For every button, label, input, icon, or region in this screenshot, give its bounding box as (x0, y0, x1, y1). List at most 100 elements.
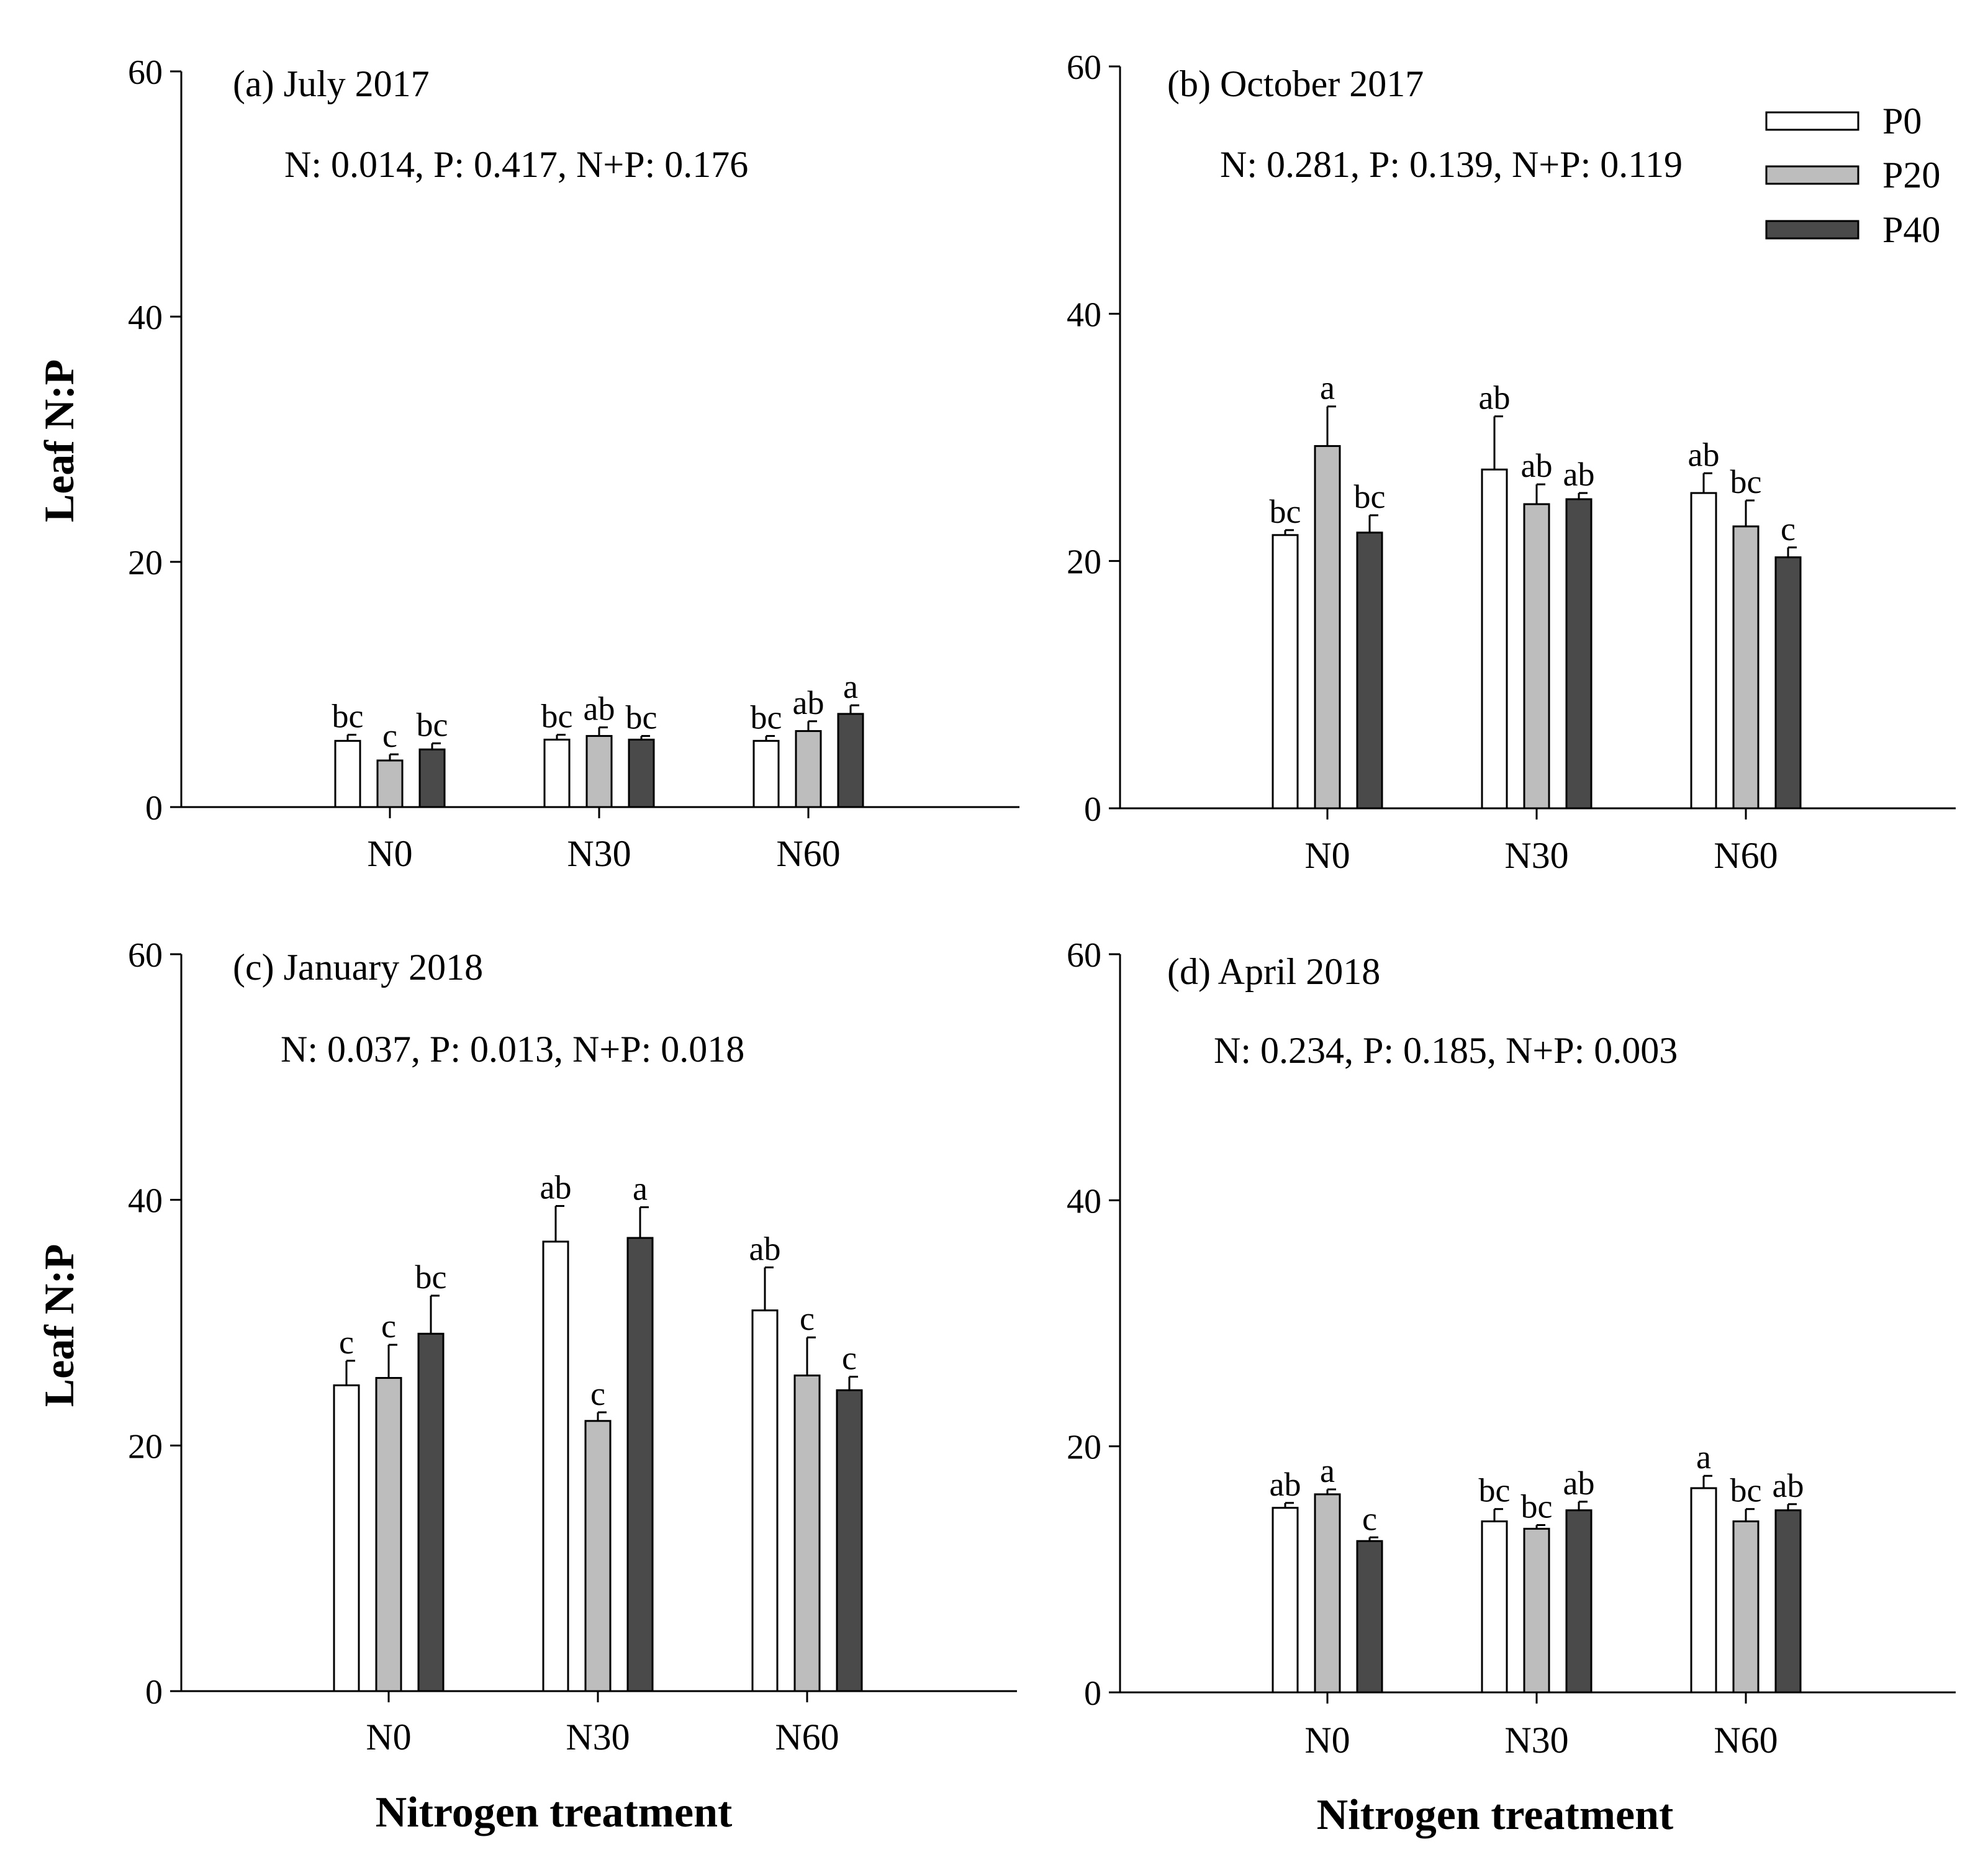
legend-swatch-p20 (1765, 165, 1859, 185)
anova-stats: N: 0.281, P: 0.139, N+P: 0.119 (1220, 144, 1683, 185)
bar-p0-n30 (543, 738, 571, 808)
bar-p20-n30 (1523, 1527, 1550, 1694)
bar-p40-n60 (836, 1389, 863, 1692)
bar-p0-n30 (1481, 468, 1508, 810)
x-axis-label-right: Nitrogen treatment (1317, 1791, 1674, 1839)
bar-p40-n30 (1565, 498, 1593, 810)
y-tick-label: 40 (128, 1182, 163, 1221)
bar-p20-n60 (1732, 1520, 1760, 1694)
bar-p0-n30 (542, 1240, 569, 1692)
significance-letter: bc (751, 698, 782, 736)
significance-letter: ab (749, 1230, 781, 1267)
anova-stats: N: 0.037, P: 0.013, N+P: 0.018 (281, 1029, 744, 1070)
significance-letter: bc (1354, 478, 1386, 515)
y-tick-label: 0 (1084, 1674, 1101, 1713)
y-tick-label: 20 (1067, 543, 1101, 582)
significance-letter: bc (541, 697, 573, 734)
significance-letter: a (843, 668, 858, 705)
x-axis-label-left: Nitrogen treatment (376, 1789, 733, 1836)
significance-letter: ab (584, 690, 615, 728)
panel-a: 0 20 40 60 N0 N30 N60 (a) July 2017 N: 0.014, P:… (128, 53, 1019, 874)
significance-letter: ab (1563, 1465, 1595, 1502)
bar-p20-n60 (793, 1375, 821, 1692)
bar-p20-n60 (1732, 525, 1760, 810)
panel-d: 0 20 40 60 N0 N30 N60 (d) April 2018 N: 0.234, P… (1067, 936, 1956, 1761)
bar-p40-n60 (1774, 556, 1802, 810)
significance-letter: bc (1270, 493, 1301, 530)
bar-p20-n30 (584, 1420, 612, 1692)
bar-p20-n0 (375, 1377, 402, 1692)
bar-p40-n30 (626, 1237, 654, 1692)
x-tick-label: N0 (1304, 1720, 1350, 1761)
y-tick-label: 0 (145, 1673, 163, 1712)
panel-b: 0 20 40 60 N0 N30 N60 (b) October 2017 N: 0.281,… (1067, 48, 1956, 876)
panel-c: 0 20 40 60 N0 N30 N60 (c) January 2018 N: 0.037,… (128, 936, 1017, 1758)
y-tick-label: 60 (1067, 936, 1101, 975)
panel-title: (b) October 2017 (1167, 63, 1424, 104)
y-tick-label: 60 (128, 53, 163, 92)
significance-letter: bc (626, 698, 657, 736)
bar-p0-n60 (751, 1309, 779, 1692)
y-tick-label: 20 (128, 544, 163, 582)
significance-letter: bc (1479, 1472, 1511, 1509)
x-tick-label: N30 (566, 1717, 630, 1758)
y-tick-label: 60 (1067, 48, 1101, 87)
panel-title: (a) July 2017 (233, 63, 430, 104)
significance-letter: a (633, 1170, 648, 1208)
significance-letter: bc (415, 1258, 447, 1296)
significance-letter: a (1320, 1452, 1335, 1489)
y-tick-label: 40 (128, 299, 163, 337)
bar-p40-n60 (1774, 1509, 1802, 1694)
bar-p0-n60 (1690, 492, 1717, 810)
y-tick-label: 20 (1067, 1429, 1101, 1467)
significance-letter: a (1320, 369, 1335, 407)
significance-letter: c (1362, 1500, 1377, 1537)
bar-p20-n30 (585, 734, 613, 808)
bar-p40-n0 (417, 1332, 445, 1692)
anova-stats: N: 0.014, P: 0.417, N+P: 0.176 (284, 144, 748, 185)
significance-letter: bc (332, 697, 364, 734)
bar-p0-n30 (1481, 1520, 1508, 1694)
significance-letter: c (842, 1340, 857, 1377)
significance-letter: ab (1688, 436, 1720, 473)
significance-letter: ab (793, 684, 825, 721)
bar-p40-n0 (418, 748, 446, 808)
bar-p0-n0 (334, 739, 361, 808)
bar-p0-n60 (1690, 1487, 1717, 1694)
legend: P0 P20 P40 (1765, 101, 1940, 250)
legend-label-p0: P0 (1882, 101, 1922, 142)
legend-swatch-p40 (1765, 220, 1859, 240)
panel-title: (d) April 2018 (1167, 951, 1380, 992)
bar-p20-n60 (795, 730, 822, 808)
significance-letter: ab (1563, 456, 1595, 493)
x-tick-label: N0 (366, 1717, 411, 1758)
x-tick-label: N60 (776, 833, 840, 874)
y-tick-label: 20 (128, 1427, 163, 1466)
significance-letter: bc (1730, 463, 1762, 500)
x-tick-label: N60 (1714, 1720, 1778, 1761)
significance-letter: c (1781, 510, 1796, 548)
x-tick-label: N0 (1304, 835, 1350, 876)
bar-p20-n0 (376, 759, 404, 808)
significance-letter: ab (1270, 1466, 1301, 1503)
y-axis-label-top: Leaf N:P (35, 359, 83, 522)
y-tick-label: 40 (1067, 296, 1101, 334)
significance-letter: c (590, 1375, 605, 1412)
panel-title: (c) January 2018 (233, 947, 483, 988)
x-tick-label: N30 (1504, 1720, 1568, 1761)
significance-letter: c (382, 717, 397, 754)
significance-letter: bc (1730, 1472, 1762, 1509)
significance-letter: c (339, 1324, 354, 1361)
bar-p40-n30 (628, 738, 655, 808)
x-tick-label: N30 (567, 833, 631, 874)
bar-p40-n60 (837, 713, 864, 808)
y-tick-label: 0 (145, 789, 163, 828)
significance-letter: bc (1521, 1488, 1553, 1525)
x-tick-label: N0 (367, 833, 412, 874)
significance-letter: ab (1521, 447, 1553, 484)
significance-letter: ab (1773, 1467, 1804, 1504)
bar-p20-n30 (1523, 503, 1550, 810)
bar-p0-n60 (752, 739, 780, 808)
significance-letter: a (1696, 1438, 1711, 1476)
